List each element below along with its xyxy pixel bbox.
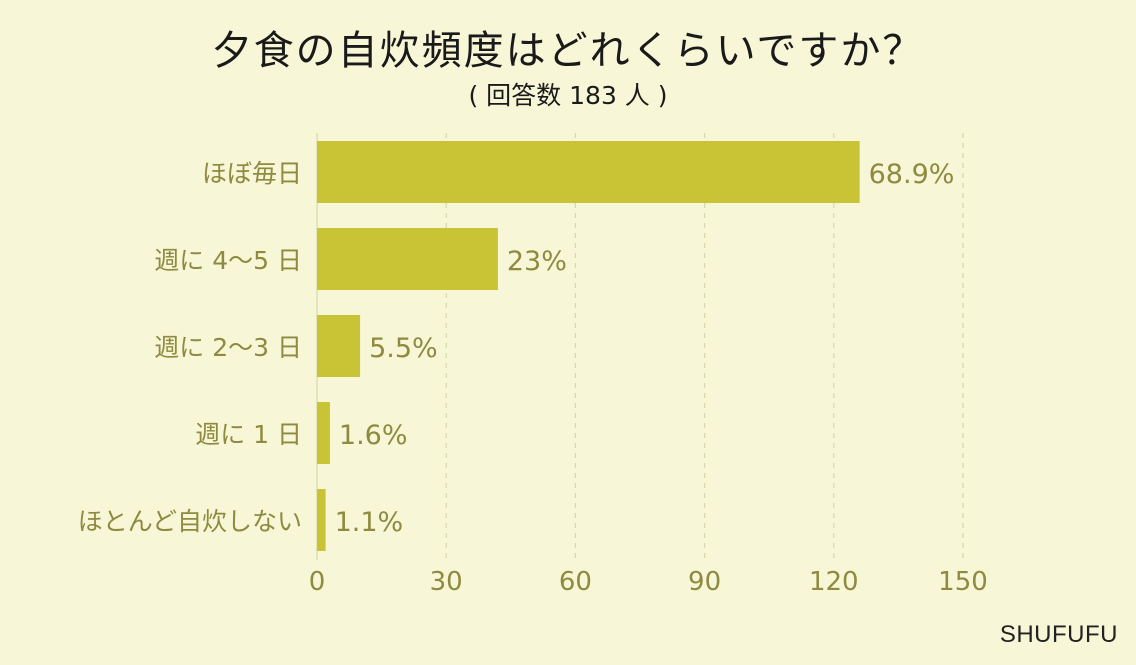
x-tick-label: 150 — [938, 567, 988, 597]
x-tick-label: 30 — [430, 567, 463, 597]
bar — [317, 315, 361, 377]
category-label: ほとんど自炊しない — [78, 507, 302, 536]
bar — [317, 489, 326, 551]
data-label: 23% — [507, 246, 567, 277]
category-label: 週に 2〜3 日 — [154, 333, 302, 362]
bar — [317, 402, 330, 464]
brand-logo-text: SHUFUFU — [999, 621, 1118, 648]
chart-title: 夕食の自炊頻度はどれくらいですか？ — [211, 28, 925, 74]
x-tick-label: 0 — [309, 567, 326, 597]
x-tick-label: 120 — [809, 567, 859, 597]
x-tick-label: 60 — [559, 567, 592, 597]
bar — [317, 228, 498, 290]
bar — [317, 141, 860, 203]
data-label: 1.1% — [335, 507, 404, 538]
x-tick-label: 90 — [688, 567, 721, 597]
data-label: 5.5% — [369, 333, 438, 364]
data-label: 1.6% — [339, 420, 408, 451]
data-label: 68.9% — [869, 159, 955, 190]
chart-subtitle: ( 回答数 183 人 ) — [468, 81, 668, 110]
category-label: 週に 1 日 — [195, 420, 302, 449]
category-label: ほぼ毎日 — [202, 159, 302, 188]
category-label: 週に 4〜5 日 — [154, 246, 302, 275]
